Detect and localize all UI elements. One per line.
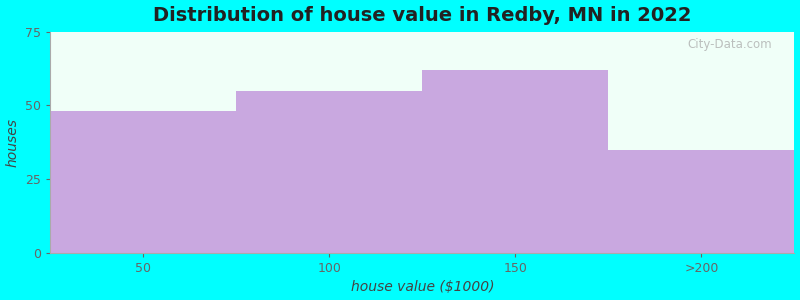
Y-axis label: houses: houses xyxy=(6,118,19,167)
Text: City-Data.com: City-Data.com xyxy=(687,38,772,51)
Bar xyxy=(422,70,608,253)
Bar xyxy=(608,150,794,253)
X-axis label: house value ($1000): house value ($1000) xyxy=(350,280,494,294)
Bar xyxy=(236,91,422,253)
Bar xyxy=(50,111,236,253)
Title: Distribution of house value in Redby, MN in 2022: Distribution of house value in Redby, MN… xyxy=(153,6,691,25)
